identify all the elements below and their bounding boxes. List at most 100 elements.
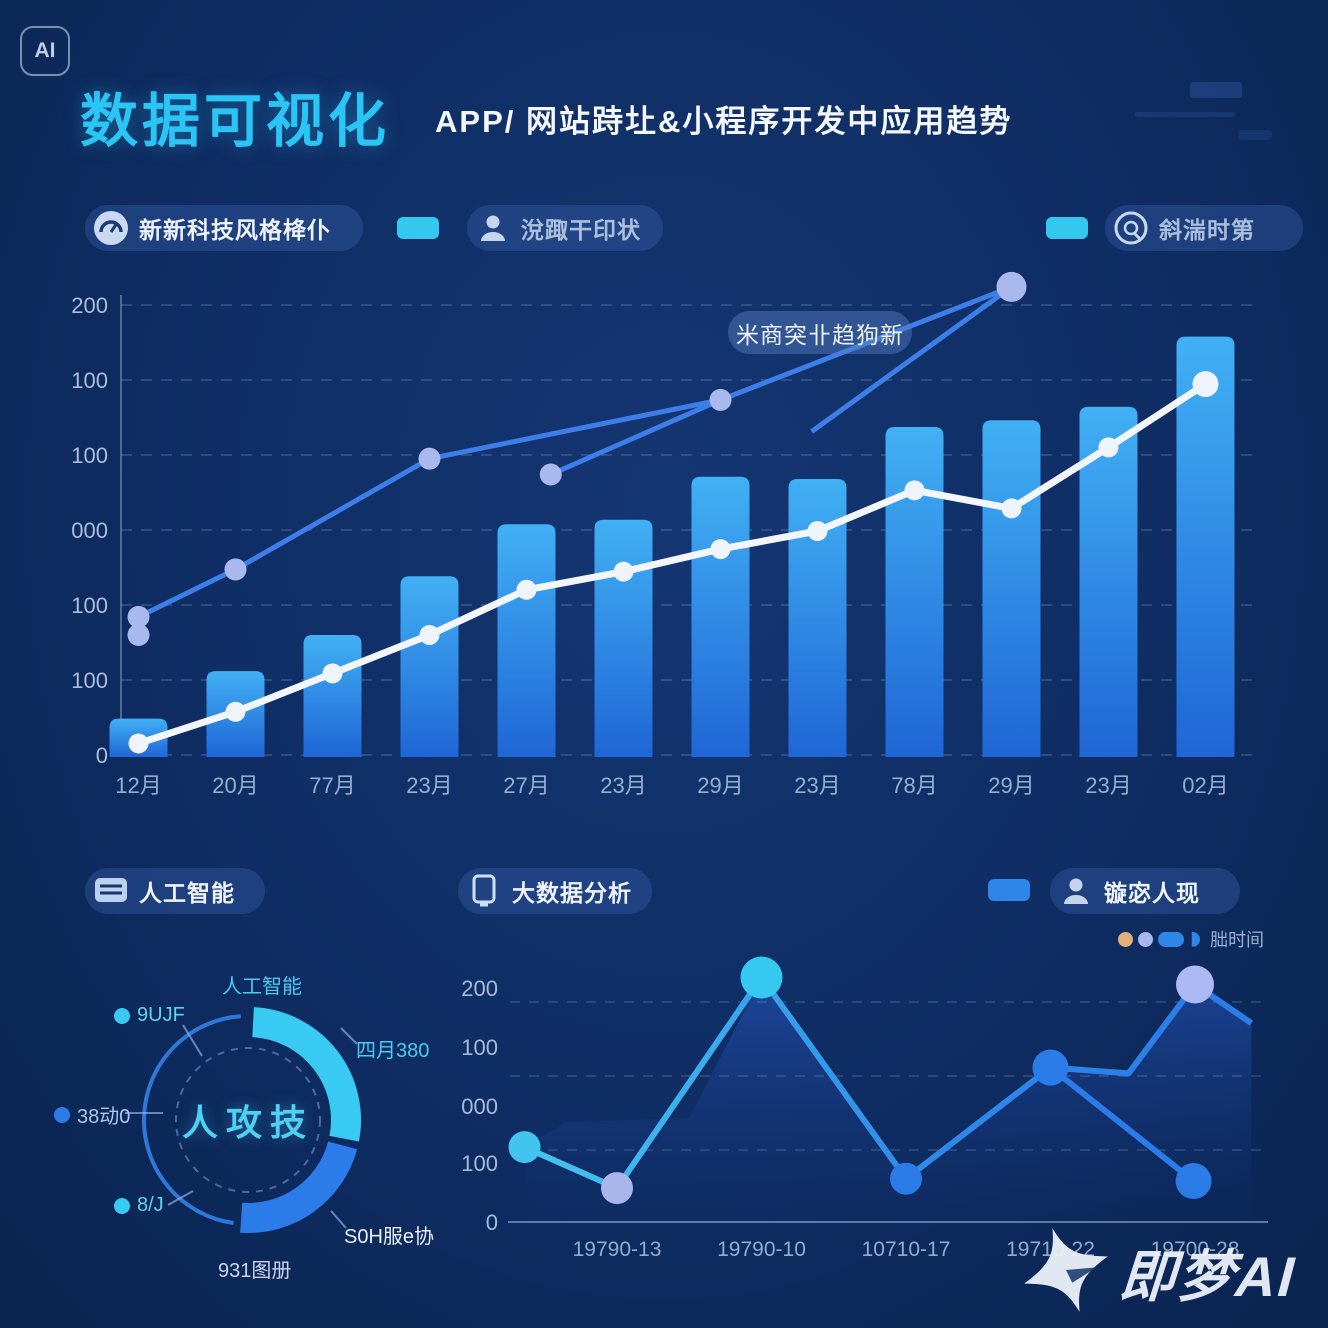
- legend-swatch-cyan: [1046, 217, 1088, 239]
- blue-segment-a: [549, 397, 722, 477]
- y-tick-label: 200: [461, 976, 498, 1001]
- donut-label-lower-right: S0H服e协: [344, 1220, 434, 1249]
- faint-decoration: [1135, 112, 1235, 117]
- blue-dot: [127, 623, 150, 646]
- legend-pill-person[interactable]: 镟宓人现: [1050, 868, 1240, 914]
- watermark-logo: 即梦AI: [1018, 1222, 1298, 1323]
- legend-swatch-cyan: [397, 217, 439, 239]
- donut-label-text: 38动0: [77, 1106, 131, 1128]
- page-title: 数据可视化: [80, 89, 391, 154]
- line-dot: [1032, 1049, 1069, 1086]
- legend-dot-lavender: [1138, 931, 1153, 947]
- bar: [400, 576, 459, 757]
- x-tick-label: 19790-10: [717, 1238, 806, 1261]
- y-tick-label: 100: [71, 668, 108, 693]
- donut-segment: [142, 1014, 241, 1225]
- x-tick-label: 10710-17: [862, 1238, 951, 1261]
- legend-label: 新新科技风格栙仆: [139, 217, 331, 243]
- line-dot: [508, 1131, 541, 1164]
- bar: [885, 427, 944, 757]
- x-tick-label: 19790-13: [573, 1238, 662, 1261]
- blue-dot: [996, 271, 1027, 302]
- mini-legend-label: 朏时间: [1210, 930, 1264, 950]
- white-dot: [322, 663, 343, 684]
- x-tick-label: 20月: [212, 773, 258, 798]
- bar: [1176, 336, 1235, 757]
- person-icon: [475, 210, 511, 246]
- bar: [594, 519, 653, 757]
- white-dot: [1001, 498, 1022, 519]
- x-tick-label: 27月: [503, 773, 549, 798]
- legend-pill-ai[interactable]: 人工智能: [85, 868, 265, 914]
- donut-label-left: 38动0: [54, 1100, 130, 1129]
- legend-label: 人工智能: [139, 880, 235, 906]
- gauge-icon: [93, 210, 129, 246]
- leader-line: [340, 1027, 358, 1045]
- white-dot: [225, 701, 246, 722]
- x-tick-label: 23月: [600, 773, 646, 798]
- y-tick-label: 100: [461, 1151, 498, 1176]
- white-dot: [516, 579, 537, 600]
- white-dot: [1192, 371, 1219, 398]
- area-fill: [524, 977, 1252, 1222]
- watermark-text: 即梦AI: [1117, 1245, 1298, 1308]
- legend-pill-bigdata[interactable]: 大数据分析: [458, 868, 652, 914]
- person-icon: [1058, 873, 1094, 909]
- y-tick-label: 000: [461, 1094, 498, 1119]
- star-icon: [1018, 1222, 1114, 1323]
- blue-dot: [127, 605, 150, 628]
- donut-label-text: 人工智能: [222, 976, 302, 998]
- chart-annotation-pill: 米商突卝趋狗新: [728, 311, 912, 354]
- y-tick-label: 0: [486, 1210, 498, 1235]
- white-dot: [710, 539, 731, 560]
- donut-inner-dashed-circle: [175, 1047, 321, 1193]
- white-dot: [128, 733, 149, 754]
- legend-dot-arc: [1191, 931, 1200, 947]
- bullet-dot-icon: [114, 1007, 130, 1024]
- legend-label: 大数据分析: [512, 880, 632, 906]
- legend-pill-tech-style[interactable]: 新新科技风格栙仆: [85, 205, 363, 251]
- donut-label-upper-right: 四月380: [356, 1034, 429, 1063]
- line-dot: [890, 1162, 922, 1195]
- y-tick-label: 100: [71, 443, 108, 468]
- blue-dot: [539, 463, 562, 486]
- leader-line: [167, 1190, 194, 1206]
- donut-label-bottom: 931图册: [218, 1254, 291, 1283]
- donut-segment: [251, 1007, 361, 1142]
- x-tick-label: 23月: [794, 773, 840, 798]
- blue-dot: [224, 558, 247, 581]
- white-dot: [1098, 437, 1119, 458]
- legend-dot-blue: [1158, 931, 1184, 947]
- bar: [788, 479, 847, 757]
- line-dot: [601, 1172, 633, 1205]
- faint-decoration: [1190, 82, 1242, 98]
- x-tick-label: 77月: [309, 773, 355, 798]
- donut-segment: [240, 1141, 358, 1233]
- blue-dot: [709, 388, 732, 411]
- x-tick-label: 23月: [1085, 773, 1131, 798]
- legend-label: 涗踙干印状: [521, 217, 641, 243]
- legend-pill-time[interactable]: 斜湍时第: [1105, 205, 1303, 251]
- x-tick-label: 12月: [115, 773, 161, 798]
- white-dot: [904, 480, 925, 501]
- ai-logo-badge: AI: [20, 26, 70, 76]
- bar: [497, 524, 556, 757]
- donut-label-lower-left: 8/J: [114, 1194, 164, 1217]
- faint-decoration: [1238, 130, 1272, 140]
- x-tick-label: 02月: [1182, 773, 1228, 798]
- bar: [1079, 406, 1138, 757]
- branch-line: [1048, 1065, 1196, 1184]
- x-tick-label: 29月: [697, 773, 743, 798]
- y-tick-label: 200: [71, 293, 108, 318]
- badge-icon: [1113, 210, 1149, 246]
- legend-pill-users[interactable]: 涗踙干印状: [467, 205, 663, 251]
- y-tick-label: 100: [71, 368, 108, 393]
- white-dot: [419, 624, 440, 645]
- donut-center-label: 人攻技: [181, 1102, 315, 1143]
- blue-segment-b: [810, 284, 1013, 434]
- bullet-dot-icon: [54, 1106, 70, 1123]
- donut-label-text: S0H服e协: [344, 1226, 435, 1248]
